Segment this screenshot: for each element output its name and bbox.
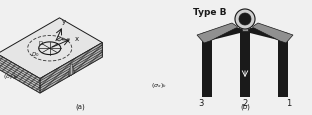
Polygon shape (69, 67, 73, 76)
Polygon shape (40, 43, 102, 93)
Text: y: y (62, 19, 66, 25)
Polygon shape (67, 73, 75, 78)
Text: $(\sigma_y)_k$: $(\sigma_y)_k$ (3, 72, 19, 82)
Bar (242, 26, 248, 32)
Bar (240, 29, 250, 97)
Text: $\theta$: $\theta$ (65, 35, 71, 43)
Polygon shape (57, 38, 63, 42)
Text: D: D (38, 41, 42, 46)
Circle shape (239, 14, 251, 26)
Polygon shape (202, 29, 288, 56)
Polygon shape (70, 64, 72, 76)
Text: $D_0$: $D_0$ (31, 49, 39, 58)
Bar (212, 51, 240, 97)
Polygon shape (0, 54, 40, 93)
Text: 1: 1 (286, 99, 292, 108)
Text: $(\sigma_x)_k$: $(\sigma_x)_k$ (151, 81, 167, 90)
Circle shape (235, 10, 255, 30)
Polygon shape (68, 70, 74, 77)
Polygon shape (0, 54, 40, 93)
Text: 2: 2 (242, 99, 248, 108)
Text: (a): (a) (75, 103, 85, 109)
Polygon shape (0, 19, 102, 79)
Bar (163, 0, 312, 115)
Text: 3: 3 (198, 99, 204, 108)
Text: Type B: Type B (193, 8, 227, 17)
Bar (278, 44, 288, 97)
Polygon shape (197, 24, 238, 44)
Text: (b): (b) (240, 103, 250, 109)
Text: x: x (75, 35, 79, 41)
Polygon shape (40, 43, 102, 93)
Bar (202, 44, 212, 97)
Polygon shape (252, 24, 293, 44)
Bar (250, 51, 278, 97)
